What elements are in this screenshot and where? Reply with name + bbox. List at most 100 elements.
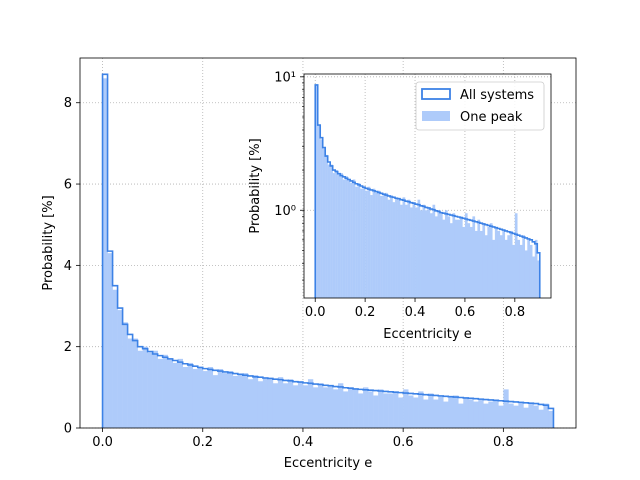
main-bar-one-peak: [212, 375, 219, 428]
main-bar-one-peak: [227, 371, 234, 428]
main-bar-one-peak: [468, 399, 474, 428]
main-bar-one-peak: [328, 385, 334, 428]
main-bar-one-peak: [147, 352, 153, 428]
inset-bar-one-peak: [517, 239, 521, 298]
main-bar-one-peak: [463, 397, 469, 428]
inset-bar-one-peak: [509, 230, 513, 298]
inset-bar-one-peak: [429, 213, 433, 298]
inset-bar-one-peak: [417, 199, 421, 298]
legend-label-all-systems: All systems: [460, 88, 534, 103]
main-bar-one-peak: [433, 399, 439, 428]
inset-bar-one-peak: [360, 188, 363, 298]
inset-bar-one-peak: [407, 199, 411, 298]
inset-bar-one-peak: [469, 226, 473, 298]
main-y-tick-label: 6: [64, 178, 72, 193]
inset-bar-one-peak: [372, 188, 376, 298]
main-bar-one-peak: [503, 389, 509, 428]
main-x-axis-label: Eccentricity e: [284, 456, 372, 471]
main-bar-one-peak: [297, 381, 304, 428]
inset-bar-one-peak: [405, 204, 408, 298]
main-bar-one-peak: [513, 405, 519, 428]
main-bar-one-peak: [428, 393, 434, 428]
inset-bar-one-peak: [459, 216, 463, 298]
main-bar-one-peak: [107, 253, 113, 428]
main-x-tick-label: 0.4: [293, 435, 314, 450]
inset-bar-one-peak: [439, 213, 443, 298]
main-bar-one-peak: [102, 78, 108, 428]
main-bar-one-peak: [383, 393, 389, 428]
inset-bar-one-peak: [357, 183, 361, 298]
main-bar-one-peak: [247, 379, 254, 428]
main-bar-one-peak: [182, 367, 189, 428]
main-x-tick-label: 0.2: [192, 435, 213, 450]
main-bar-one-peak: [142, 346, 148, 428]
inset-bar-one-peak: [397, 199, 401, 298]
main-bar-one-peak: [317, 383, 324, 428]
inset-bar-one-peak: [434, 216, 438, 298]
inset-bar-one-peak: [477, 219, 481, 298]
main-bar-one-peak: [177, 358, 184, 428]
inset-bar-one-peak: [472, 216, 476, 298]
main-bar-one-peak: [438, 395, 444, 428]
main-bar-one-peak: [398, 397, 404, 428]
main-bar-one-peak: [483, 403, 489, 428]
inset-bar-one-peak: [425, 210, 428, 298]
inset-bar-one-peak: [437, 210, 441, 298]
inset-bar-one-peak: [479, 230, 483, 298]
inset-x-tick-label: 0.0: [305, 305, 326, 320]
main-bar-one-peak: [498, 405, 504, 428]
main-bar-one-peak: [538, 409, 544, 428]
main-bar-one-peak: [423, 399, 429, 428]
inset-bar-one-peak: [382, 195, 386, 298]
main-x-tick-label: 0.8: [493, 435, 514, 450]
main-bar-one-peak: [453, 395, 459, 428]
main-bar-one-peak: [378, 389, 384, 428]
inset-bar-one-peak: [402, 197, 406, 298]
main-bar-one-peak: [533, 405, 539, 428]
main-bar-one-peak: [473, 401, 479, 428]
main-x-ticks: 0.0 0.2 0.4 0.6 0.8: [92, 428, 514, 450]
legend-swatch-all-systems: [421, 88, 451, 100]
main-bar-one-peak: [343, 391, 349, 428]
main-bar-one-peak: [358, 393, 364, 428]
inset-bar-one-peak: [444, 210, 448, 298]
inset-bar-one-peak: [377, 190, 381, 298]
main-bar-one-peak: [363, 387, 369, 428]
inset-bar-one-peak: [355, 186, 358, 298]
main-bar-one-peak: [338, 383, 344, 428]
main-bar-one-peak: [302, 385, 309, 428]
inset-bar-one-peak: [327, 164, 331, 298]
inset-x-tick-label: 0.2: [355, 305, 376, 320]
main-axes-frame: [79, 57, 577, 429]
inset-bar-one-peak: [534, 239, 538, 298]
inset-bar-one-peak: [332, 173, 336, 298]
inset-x-ticks: 0.0 0.2 0.4 0.6 0.8: [305, 298, 525, 320]
main-bar-one-peak: [112, 289, 118, 428]
main-bar-one-peak: [252, 375, 259, 428]
inset-bar-one-peak: [385, 192, 388, 298]
main-bar-one-peak: [117, 310, 123, 428]
main-bar-one-peak: [197, 367, 204, 428]
main-bar-one-peak: [127, 338, 133, 428]
main-bar-one-peak: [448, 397, 454, 428]
inset-bar-one-peak: [315, 85, 318, 299]
main-bar-one-peak: [413, 397, 419, 428]
inset-bar-one-peak: [527, 239, 530, 298]
main-bar-one-peak: [523, 407, 529, 428]
inset-bar-one-peak: [454, 219, 458, 298]
main-bar-one-peak: [543, 403, 549, 428]
inset-bar-one-peak: [415, 207, 418, 298]
inset-bar-one-peak: [532, 256, 535, 298]
main-bar-one-peak: [217, 369, 224, 428]
main-bar-one-peak: [192, 369, 199, 428]
inset-bar-one-peak: [420, 210, 423, 298]
main-bar-one-peak: [312, 387, 319, 428]
inset-bar-one-peak: [514, 213, 518, 298]
inset-bar-one-peak: [464, 213, 468, 298]
inset-bar-one-peak: [497, 230, 501, 298]
main-bar-one-peak: [172, 362, 178, 428]
inset-bar-one-peak: [504, 239, 508, 298]
main-bar-one-peak: [488, 401, 494, 428]
inset-bar-one-peak: [325, 154, 328, 298]
